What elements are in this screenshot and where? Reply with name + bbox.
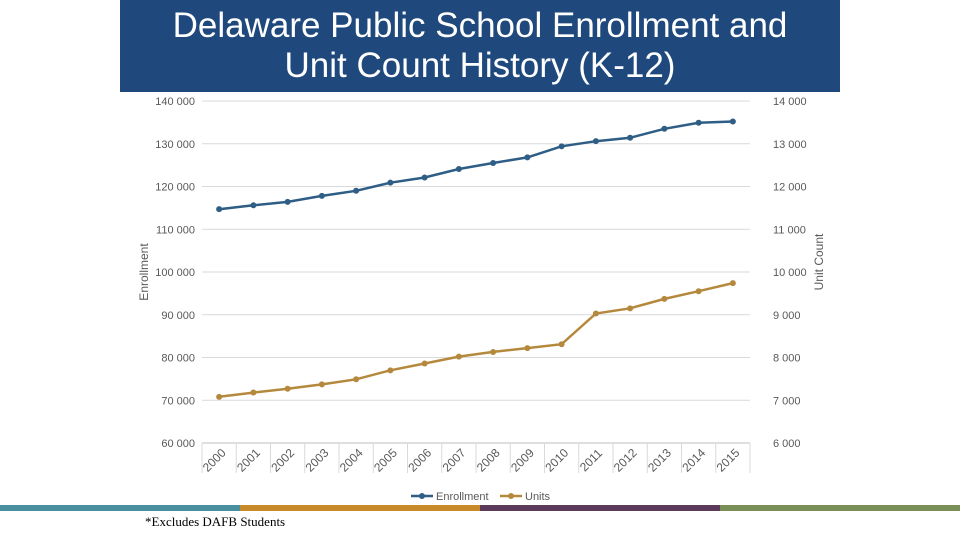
data-point-enrollment <box>353 187 360 194</box>
y2-tick-label: 11 000 <box>773 224 806 236</box>
bottom-color-bar <box>0 505 960 511</box>
bottom-bar-segment-1 <box>0 505 240 511</box>
y-axis-title: Enrollment <box>137 243 151 301</box>
data-point-units <box>558 341 565 348</box>
x-tick-label: 2011 <box>577 446 605 474</box>
footnote: *Excludes DAFB Students <box>145 514 286 529</box>
data-point-units <box>216 393 223 400</box>
data-point-units <box>455 353 462 360</box>
x-tick-label: 2009 <box>508 446 537 475</box>
x-tick-label: 2010 <box>542 446 571 475</box>
data-point-units <box>490 348 497 355</box>
y-tick-label: 100 000 <box>155 267 195 279</box>
data-point-enrollment <box>250 202 257 209</box>
data-point-units <box>284 385 291 392</box>
data-point-enrollment <box>695 119 702 126</box>
series-line-enrollment <box>218 120 733 211</box>
y2-tick-label: 14 000 <box>773 96 807 108</box>
data-point-enrollment <box>729 118 736 125</box>
y-tick-label: 110 000 <box>156 224 195 236</box>
x-tick-label: 2008 <box>474 446 503 475</box>
enrollment-units-chart: 140 000 14 000 130 000 13 000 120 000 12 000 1… <box>137 96 826 503</box>
bottom-bar-segment-3 <box>480 505 720 511</box>
data-point-units <box>387 367 394 374</box>
data-point-units <box>592 310 599 317</box>
y-tick-label: 90 000 <box>161 310 195 322</box>
data-point-enrollment <box>216 206 223 213</box>
data-point-units <box>250 389 257 396</box>
y-tick-label: 120 000 <box>155 182 195 194</box>
y2-tick-label: 7 000 <box>773 395 801 407</box>
legend-swatch-marker <box>508 493 514 499</box>
data-point-enrollment <box>627 134 634 141</box>
x-tick-label: 2007 <box>440 446 469 475</box>
x-tick-label: 2004 <box>337 446 366 475</box>
title-line-2: Unit Count History (K-12) <box>284 46 676 85</box>
data-point-enrollment <box>524 154 531 161</box>
y-tick-label: 130 000 <box>155 139 195 151</box>
x-tick-label: 2000 <box>200 446 229 475</box>
data-point-units <box>318 381 325 388</box>
data-point-enrollment <box>455 165 462 172</box>
data-point-units <box>627 305 634 312</box>
data-point-enrollment <box>592 138 599 145</box>
data-point-enrollment <box>661 125 668 132</box>
legend-label: Units <box>525 491 551 503</box>
title-banner: Delaware Public School Enrollment and Un… <box>120 0 840 92</box>
legend-label: Enrollment <box>436 491 489 503</box>
x-tick-label: 2012 <box>611 446 640 475</box>
legend-swatch-marker <box>419 493 425 499</box>
data-point-enrollment <box>490 159 497 166</box>
data-point-units <box>353 376 360 383</box>
x-tick-label: 2014 <box>679 446 708 475</box>
y-tick-label: 60 000 <box>161 438 195 450</box>
y2-tick-label: 12 000 <box>773 182 807 194</box>
data-point-units <box>729 280 736 287</box>
x-tick-label: 2006 <box>405 446 434 475</box>
data-point-units <box>421 360 428 367</box>
bottom-bar-segment-2 <box>240 505 480 511</box>
data-point-enrollment <box>387 179 394 186</box>
y-tick-label: 70 000 <box>161 395 195 407</box>
x-tick-label: 2005 <box>371 446 400 475</box>
x-tick-label: 2002 <box>268 446 297 475</box>
y2-tick-label: 13 000 <box>773 139 807 151</box>
data-point-units <box>524 345 531 352</box>
title-line-1: Delaware Public School Enrollment and <box>172 6 788 45</box>
x-tick-label: 2015 <box>714 446 743 475</box>
bottom-bar-segment-4 <box>720 505 960 511</box>
data-point-enrollment <box>558 143 565 150</box>
data-point-enrollment <box>284 198 291 205</box>
x-tick-label: 2003 <box>303 446 332 475</box>
data-point-enrollment <box>421 174 428 181</box>
y2-axis-title: Unit Count <box>812 233 826 290</box>
y-tick-label: 140 000 <box>155 96 195 108</box>
series-line-units <box>218 281 734 399</box>
data-point-enrollment <box>318 192 325 199</box>
y2-tick-label: 10 000 <box>773 267 807 279</box>
y2-tick-label: 8 000 <box>773 353 801 365</box>
y-tick-label: 80 000 <box>161 353 195 365</box>
y2-tick-label: 9 000 <box>773 310 801 322</box>
data-point-units <box>695 288 702 295</box>
data-point-units <box>661 295 668 302</box>
y2-tick-label: 6 000 <box>773 438 801 450</box>
x-tick-label: 2001 <box>234 446 263 475</box>
x-tick-label: 2013 <box>645 446 674 475</box>
